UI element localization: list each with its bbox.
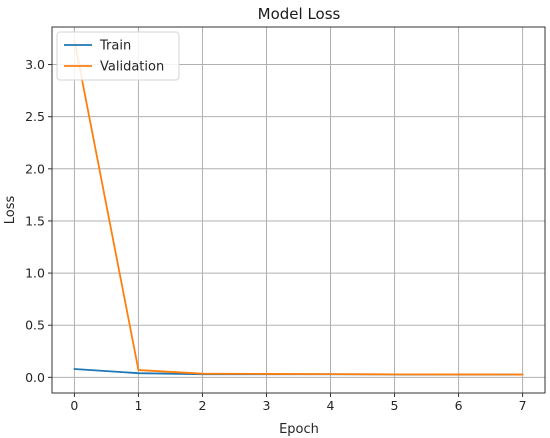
x-tick-label: 2	[198, 398, 206, 413]
x-tick-label: 6	[455, 398, 463, 413]
x-ticks: 0 1 2 3 4 5 6 7	[70, 393, 527, 413]
legend-label-train: Train	[99, 39, 131, 54]
x-tick-label: 3	[263, 398, 271, 413]
grid	[52, 27, 545, 393]
x-tick-label: 5	[391, 398, 399, 413]
x-tick-label: 7	[519, 398, 527, 413]
y-tick-label: 2.0	[25, 161, 45, 176]
x-tick-label: 0	[70, 398, 78, 413]
plot-frame	[51, 26, 546, 394]
y-tick-label: 1.5	[25, 213, 45, 228]
x-tick-label: 4	[327, 398, 335, 413]
legend-box	[56, 31, 180, 81]
y-tick-label: 3.0	[25, 57, 45, 72]
legend: Train Validation	[56, 31, 180, 81]
y-tick-label: 0.0	[25, 370, 45, 385]
y-tick-label: 1.0	[25, 266, 45, 281]
series-line-validation	[73, 39, 524, 376]
y-ticks: 0.0 0.5 1.0 1.5 2.0 2.5 3.0	[25, 57, 52, 385]
series-lines	[73, 39, 524, 376]
chart-title: Model Loss	[258, 5, 341, 23]
x-tick-label: 1	[134, 398, 142, 413]
x-axis-label: Epoch	[279, 422, 319, 437]
legend-label-validation: Validation	[100, 60, 164, 75]
y-axis-label: Loss	[3, 196, 18, 225]
y-tick-label: 0.5	[25, 318, 45, 333]
y-tick-label: 2.5	[25, 109, 45, 124]
